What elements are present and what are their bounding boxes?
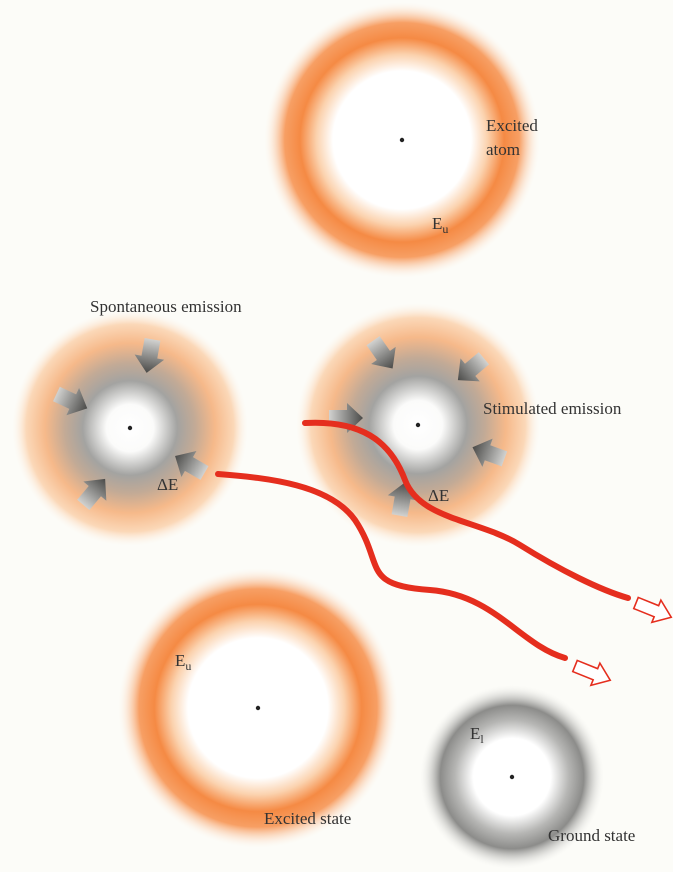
excited-state-energy-label: Eu [175, 651, 192, 673]
stimulated-photon [302, 419, 673, 624]
stimulated-delta-e: ΔE [428, 486, 450, 505]
ground-state-energy-label: El [470, 724, 484, 746]
spontaneous-photon [215, 471, 612, 687]
spontaneous-inward-arrows [53, 338, 209, 511]
spontaneous-emission-title: Spontaneous emission [90, 297, 242, 316]
excited-atom-nucleus [399, 137, 405, 143]
spontaneous-photon-arrow [571, 659, 612, 687]
ground-state-label: Ground state [548, 826, 636, 845]
excited-atom-label-line1: Excited [486, 116, 538, 135]
spontaneous-atom-nucleus [127, 425, 133, 431]
excited-atom-label-line2: atom [486, 140, 520, 159]
excited-state-label: Excited state [264, 809, 352, 828]
ground-state-nucleus [509, 774, 515, 780]
stimulated-atom-nucleus [415, 422, 421, 428]
spontaneous-delta-e: ΔE [157, 475, 179, 494]
stimulated-emission-title: Stimulated emission [483, 399, 622, 418]
excited-atom-energy-label: Eu [432, 214, 449, 236]
excited-state-nucleus [255, 705, 261, 711]
stimulated-photon-arrow [632, 596, 673, 624]
